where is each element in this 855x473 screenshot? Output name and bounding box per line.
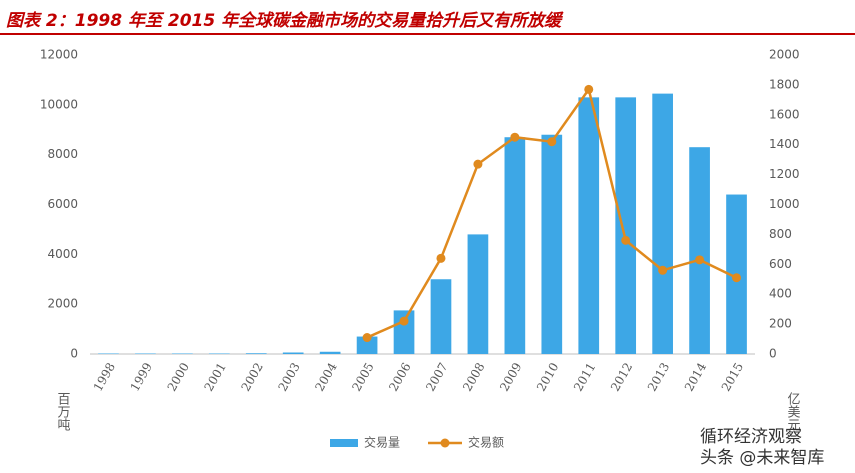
x-tick-label: 2001	[202, 360, 229, 393]
x-tick-label: 2008	[460, 360, 487, 393]
line-marker	[362, 333, 372, 343]
y-tick-label: 8000	[47, 147, 78, 161]
x-tick-label: 2000	[165, 360, 192, 393]
x-tick-label: 2013	[645, 360, 672, 393]
x-tick-label: 2002	[238, 360, 265, 393]
x-tick-label: 2012	[608, 360, 635, 393]
x-tick-label: 1998	[91, 360, 118, 393]
line-marker	[510, 132, 520, 142]
watermark: 头条 @未来智库	[700, 448, 824, 468]
bar	[319, 351, 341, 354]
x-tick-label: 2004	[312, 360, 340, 394]
x-tick-label: 2011	[571, 360, 598, 393]
y2-tick-label: 1200	[769, 167, 800, 181]
x-tick-label: 2007	[423, 360, 450, 393]
y-tick-label: 4000	[47, 247, 78, 261]
y2-tick-label: 800	[769, 227, 792, 241]
line-marker	[732, 273, 742, 283]
bar	[393, 310, 415, 354]
y2-tick-label: 1000	[769, 197, 800, 211]
line-marker	[436, 253, 446, 263]
x-tick-label: 2005	[349, 360, 376, 393]
line-marker	[399, 316, 409, 326]
x-tick-label: 2015	[719, 360, 746, 393]
x-tick-label: 1999	[128, 360, 155, 393]
legend-swatch	[440, 438, 450, 448]
y2-tick-label: 1400	[769, 137, 800, 151]
line-marker	[473, 159, 483, 169]
line-marker	[621, 235, 631, 245]
bar	[430, 279, 452, 354]
bar	[467, 234, 489, 354]
y-tick-label: 0	[70, 347, 78, 361]
bar	[615, 97, 637, 354]
y-tick-label: 2000	[47, 297, 78, 311]
x-tick-label: 2009	[497, 360, 524, 393]
line-marker	[658, 265, 668, 275]
bar	[541, 134, 563, 354]
bar	[504, 137, 526, 354]
y2-tick-label: 400	[769, 287, 792, 301]
y2-tick-label: 0	[769, 347, 777, 361]
x-tick-label: 2003	[275, 360, 302, 393]
line-marker	[584, 84, 594, 94]
bar	[689, 147, 710, 354]
watermark: 循环经济观察	[700, 427, 802, 447]
x-tick-label: 2006	[386, 360, 413, 393]
x-tick-label: 2014	[682, 360, 710, 394]
y-unit: 百万吨	[55, 392, 71, 431]
y2-tick-label: 200	[769, 317, 792, 331]
legend-label: 交易量	[364, 435, 400, 450]
bar	[578, 97, 600, 354]
y2-unit: 亿美元	[785, 392, 801, 432]
bar	[652, 93, 673, 354]
legend-swatch	[330, 439, 358, 447]
chart-title: 图表 2：1998 年至 2015 年全球碳金融市场的交易量拾升后又有所放缓	[6, 11, 564, 31]
y-tick-label: 6000	[47, 197, 78, 211]
y-tick-label: 12000	[40, 48, 78, 62]
bar	[356, 336, 378, 354]
legend-label: 交易额	[468, 435, 504, 450]
y2-tick-label: 1600	[769, 107, 800, 121]
x-tick-label: 2010	[534, 360, 561, 393]
bar	[245, 353, 267, 354]
y-tick-label: 10000	[40, 97, 78, 111]
line-marker	[695, 255, 705, 265]
y2-tick-label: 2000	[769, 48, 800, 62]
y2-tick-label: 600	[769, 257, 792, 271]
y2-tick-label: 1800	[769, 77, 800, 91]
bar	[282, 352, 304, 354]
line-marker	[547, 137, 557, 147]
